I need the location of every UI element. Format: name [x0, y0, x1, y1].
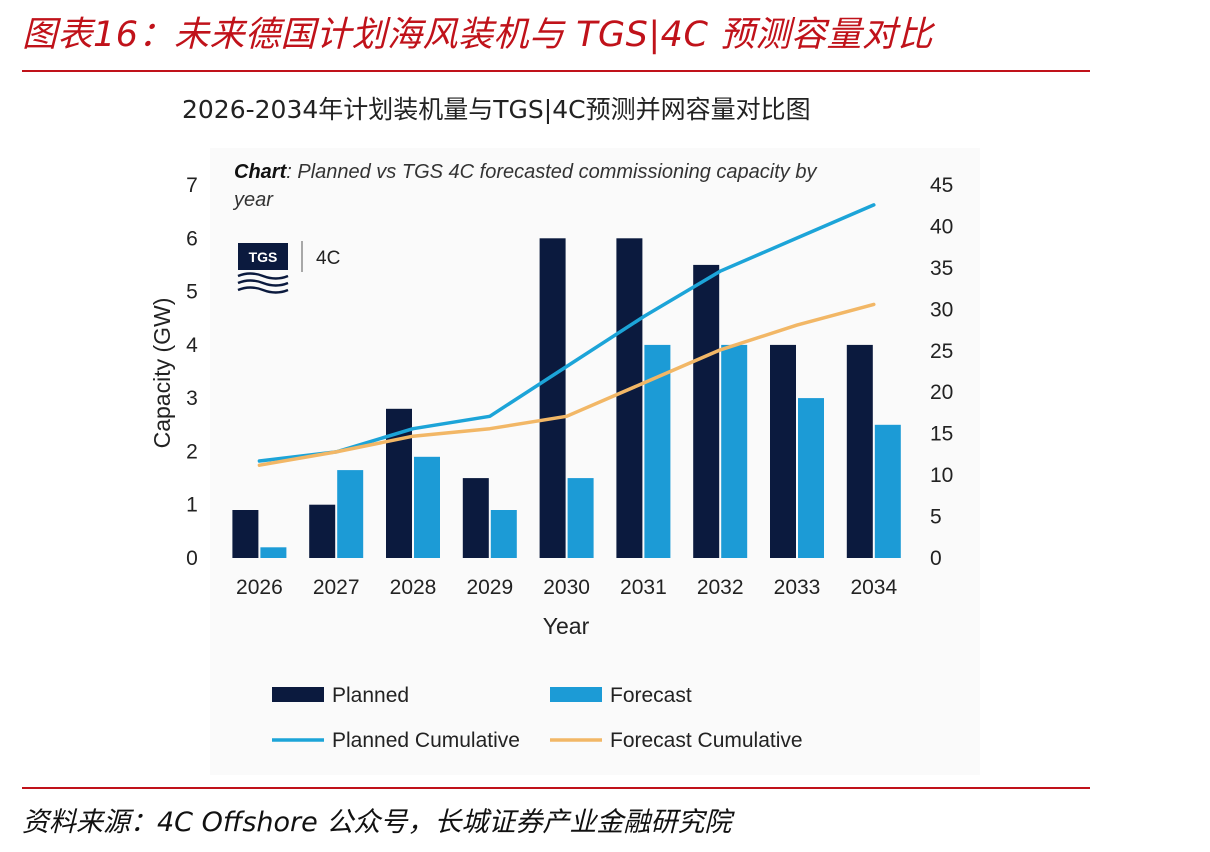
bar-forecast-2027 [337, 470, 364, 558]
bar-planned-2029 [462, 478, 489, 558]
y-tick-7: 7 [186, 174, 198, 197]
bar-forecast-2030 [567, 478, 594, 558]
source-note: 资料来源：4C Offshore 公众号，长城证券产业金融研究院 [22, 807, 732, 838]
inner-caption-line2: year [232, 189, 274, 211]
legend-label-forecast-cumulative: Forecast Cumulative [610, 729, 803, 752]
y-tick-3: 3 [186, 387, 198, 410]
legend-label-forecast: Forecast [610, 684, 692, 707]
legend-swatch-forecast [550, 687, 602, 702]
logo-4c: 4C [316, 248, 340, 269]
inner-caption-line1: : Planned vs TGS 4C forecasted commissio… [286, 161, 817, 183]
tgs-logo-box [238, 243, 288, 270]
y-tick-2: 2 [186, 440, 198, 463]
y2-tick-45: 45 [930, 174, 953, 197]
chart-title: 2026-2034年计划装机量与TGS|4C预测并网容量对比图 [182, 95, 811, 124]
bar-forecast-2029 [490, 510, 517, 558]
x-tick-2033: 2033 [774, 576, 821, 599]
inner-caption-bold: Chart [234, 161, 288, 183]
tgs-wave-2 [237, 279, 289, 287]
x-tick-2034: 2034 [850, 576, 897, 599]
y2-tick-20: 20 [930, 381, 953, 404]
bar-planned-2027 [309, 504, 336, 558]
legend-label-planned-cumulative: Planned Cumulative [332, 729, 520, 752]
bar-planned-2034 [846, 344, 873, 558]
y-axis-label: Capacity (GW) [149, 298, 175, 449]
y2-tick-15: 15 [930, 423, 953, 446]
bar-forecast-2033 [798, 398, 824, 558]
figure-title: 图表16：未来德国计划海风装机与 TGS|4C 预测容量对比 [22, 15, 934, 55]
x-tick-2032: 2032 [697, 576, 744, 599]
source-divider [22, 787, 1090, 789]
bar-planned-2033 [770, 344, 796, 558]
x-tick-2029: 2029 [466, 576, 513, 599]
y2-tick-30: 30 [930, 298, 953, 321]
y2-tick-5: 5 [930, 506, 942, 529]
y-tick-4: 4 [186, 334, 198, 357]
bar-forecast-2026 [260, 547, 287, 558]
y2-tick-25: 25 [930, 340, 953, 363]
tgs-logo: TGS 4C [237, 241, 340, 294]
bar-planned-2032 [693, 264, 720, 558]
legend-label-planned: Planned [332, 684, 409, 707]
y2-tick-0: 0 [930, 547, 942, 570]
y2-tick-35: 35 [930, 257, 953, 280]
x-axis-label: Year [543, 613, 590, 639]
x-tick-2030: 2030 [543, 576, 590, 599]
tgs-logo-text: TGS [249, 249, 278, 265]
y2-tick-40: 40 [930, 215, 953, 238]
tgs-wave-1 [237, 272, 289, 280]
x-tick-2027: 2027 [313, 576, 360, 599]
y-tick-6: 6 [186, 227, 198, 250]
y-tick-5: 5 [186, 281, 198, 304]
line-planned-cumulative [257, 203, 876, 463]
line-forecast-cumulative [257, 302, 876, 467]
bar-planned-2026 [232, 510, 259, 558]
tgs-wave-3 [237, 286, 289, 294]
title-divider [22, 70, 1090, 72]
y-tick-0: 0 [186, 547, 198, 570]
y-tick-1: 1 [186, 494, 198, 517]
legend: Planned Forecast Planned Cumulative Fore… [272, 684, 803, 752]
bar-forecast-2034 [874, 424, 901, 558]
bar-planned-2031 [616, 238, 643, 559]
x-tick-2026: 2026 [236, 576, 283, 599]
y2-tick-10: 10 [930, 464, 953, 487]
x-tick-2031: 2031 [620, 576, 667, 599]
x-tick-2028: 2028 [390, 576, 437, 599]
cumulative-lines [257, 203, 876, 467]
bar-forecast-2032 [721, 344, 748, 558]
legend-swatch-planned [272, 687, 324, 702]
bar-planned-2030 [539, 238, 566, 559]
bar-forecast-2028 [414, 456, 440, 558]
plot-area [232, 238, 901, 559]
inner-caption: Chart: Planned vs TGS 4C forecasted comm… [234, 161, 817, 183]
